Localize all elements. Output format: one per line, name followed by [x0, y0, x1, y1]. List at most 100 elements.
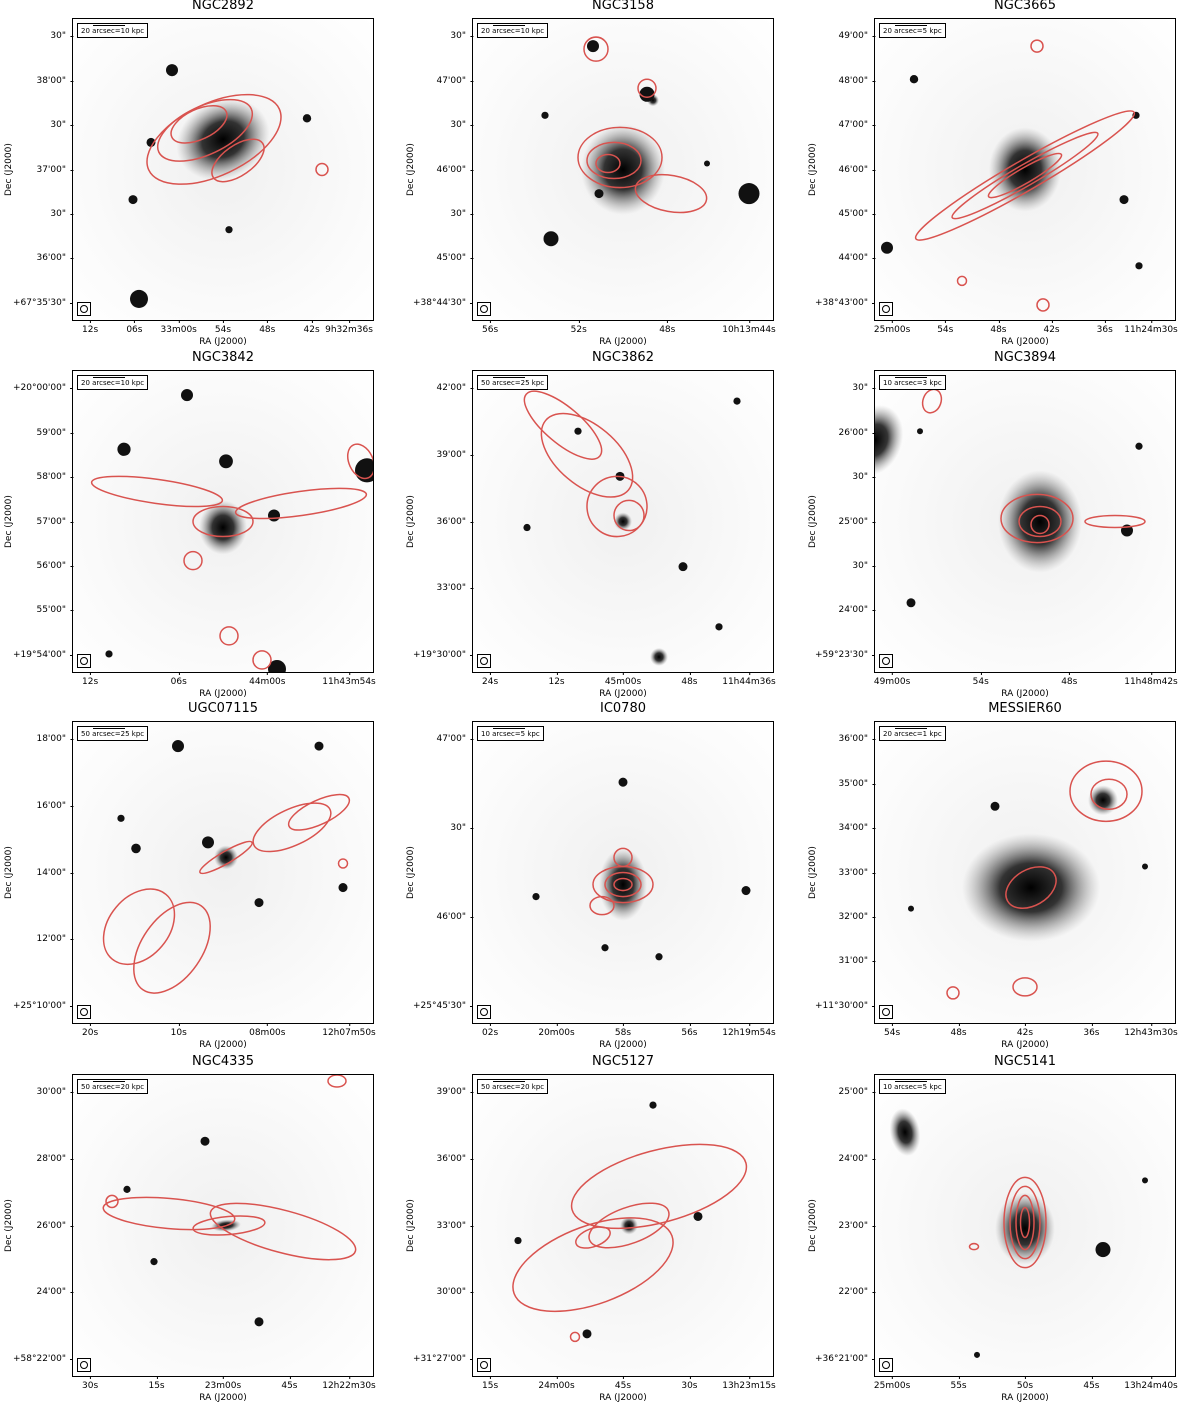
ra-tick-label: 02s	[482, 1023, 499, 1038]
panel-ic0780: IC0780 10 arcsec=5 kpc 47'00" 30" 46'00" +25°…	[406, 701, 776, 1050]
ra-tick-label: 11h43m54s	[322, 672, 376, 687]
panel-title: NGC3862	[592, 350, 654, 365]
sky-image: 50 arcsec=25 kpc	[72, 721, 374, 1024]
ra-tick-label: 11h24m30s	[1124, 320, 1178, 335]
galaxy-glow	[875, 405, 904, 476]
dec-tick-label: +25°45'30"	[413, 1001, 474, 1011]
radio-contour	[133, 901, 211, 994]
y-axis-label: Dec (J2000)	[808, 494, 818, 548]
star	[117, 814, 125, 822]
dec-tick-label: +36°21'00"	[815, 1354, 876, 1364]
ra-tick-label: 45s	[281, 1376, 298, 1391]
radio-contour	[951, 131, 1099, 220]
dec-tick-label: 36'00"	[436, 1154, 473, 1164]
ra-tick-label: 48s	[990, 320, 1007, 335]
dec-tick-label: 30"	[852, 561, 875, 571]
scale-bar-label: 10 arcsec=3 kpc	[883, 379, 942, 387]
panel-ngc4335: NGC4335 50 arcsec=20 kpc 30'00" 28'00" 26'00…	[4, 1054, 376, 1403]
scale-bar	[493, 25, 525, 26]
star	[1119, 195, 1129, 205]
scale-bar-legend: 50 arcsec=25 kpc	[477, 375, 549, 390]
star	[582, 1329, 592, 1339]
sky-image: 50 arcsec=25 kpc	[472, 370, 774, 673]
panel-title: NGC3842	[192, 350, 254, 365]
panel-ngc3862: NGC3862 50 arcsec=25 kpc 42'00" 39'00" 36'00…	[406, 350, 776, 699]
scale-bar-legend: 20 arcsec=10 kpc	[477, 23, 549, 38]
ra-tick-label: 54s	[214, 320, 232, 335]
scale-bar-label: 10 arcsec=5 kpc	[481, 730, 540, 738]
x-axis-label: RA (J2000)	[1001, 689, 1049, 699]
ra-tick-label: 25m00s	[873, 1376, 911, 1391]
dec-tick-label: +20°00'00"	[13, 383, 74, 393]
radio-contour	[613, 847, 633, 868]
dec-tick-label: 47'00"	[838, 120, 875, 130]
star	[909, 74, 919, 84]
radio-contour	[346, 443, 373, 480]
star	[523, 523, 531, 532]
radio-contour	[1069, 760, 1143, 823]
star	[738, 183, 760, 205]
radio-contour	[170, 104, 228, 144]
dec-tick-label: 46'00"	[436, 165, 473, 175]
dec-tick-label: 59'00"	[36, 428, 73, 438]
star	[268, 659, 286, 672]
dec-tick-label: 30"	[852, 383, 875, 393]
scale-bar-label: 20 arcsec=5 kpc	[883, 27, 942, 35]
dec-tick-label: 55'00"	[36, 605, 73, 615]
scale-bar	[895, 377, 927, 378]
star	[166, 64, 178, 77]
star	[105, 650, 113, 658]
scale-bar-label: 20 arcsec=10 kpc	[81, 27, 145, 35]
ra-tick-label: 49m00s	[873, 672, 911, 687]
star	[1135, 262, 1143, 270]
ra-tick-label: 10h13m44s	[722, 320, 776, 335]
dec-tick-label: 26'00"	[36, 1221, 73, 1231]
ra-tick-label: 11h48m42s	[1124, 672, 1178, 687]
panel-title: NGC5127	[592, 1054, 654, 1069]
ra-tick-label: 55s	[950, 1376, 967, 1391]
star	[146, 137, 156, 147]
dec-tick-label: 30'00"	[436, 1287, 473, 1297]
star	[254, 1317, 264, 1327]
ra-tick-label: 54s	[884, 1023, 901, 1038]
dec-tick-label: 39'00"	[436, 450, 473, 460]
ra-tick-label: 20s	[82, 1023, 99, 1038]
scale-bar	[895, 1081, 927, 1082]
radio-contour	[1018, 505, 1062, 538]
ra-tick-label: 56s	[681, 1023, 698, 1038]
star	[881, 241, 893, 254]
panel-title: MESSIER60	[988, 701, 1062, 716]
star	[302, 114, 312, 123]
beam-icon	[477, 1005, 491, 1019]
star	[704, 160, 710, 167]
scale-bar-legend: 10 arcsec=5 kpc	[879, 1079, 946, 1094]
radio-contour	[252, 650, 272, 670]
ra-tick-label: 48s	[681, 672, 698, 687]
star	[618, 777, 628, 787]
ra-tick-label: 13h23m15s	[722, 1376, 776, 1391]
x-axis-label: RA (J2000)	[199, 1040, 247, 1050]
y-axis-label: Dec (J2000)	[406, 494, 416, 548]
star	[1142, 1177, 1148, 1184]
scale-bar-legend: 50 arcsec=20 kpc	[77, 1079, 149, 1094]
star	[908, 905, 914, 912]
y-axis-label: Dec (J2000)	[808, 142, 818, 196]
dec-tick-label: 36'00"	[436, 517, 473, 527]
x-axis-label: RA (J2000)	[199, 689, 247, 699]
dec-tick-label: 14'00"	[36, 868, 73, 878]
dec-tick-label: 46'00"	[436, 912, 473, 922]
star	[649, 1101, 657, 1109]
radio-contour	[540, 412, 634, 498]
beam-icon	[879, 654, 893, 668]
radio-contour	[588, 1202, 670, 1249]
x-axis-label: RA (J2000)	[1001, 1393, 1049, 1403]
dec-tick-label: 23'00"	[838, 1221, 875, 1231]
ra-tick-label: 12h07m50s	[322, 1023, 376, 1038]
radio-contour	[637, 78, 657, 99]
ra-tick-label: 15s	[148, 1376, 165, 1391]
dec-tick-label: 34'00"	[838, 823, 875, 833]
dec-tick-label: +38°43'00"	[815, 298, 876, 308]
dec-tick-label: +38°44'30"	[413, 298, 474, 308]
panel-title: NGC3158	[592, 0, 654, 13]
